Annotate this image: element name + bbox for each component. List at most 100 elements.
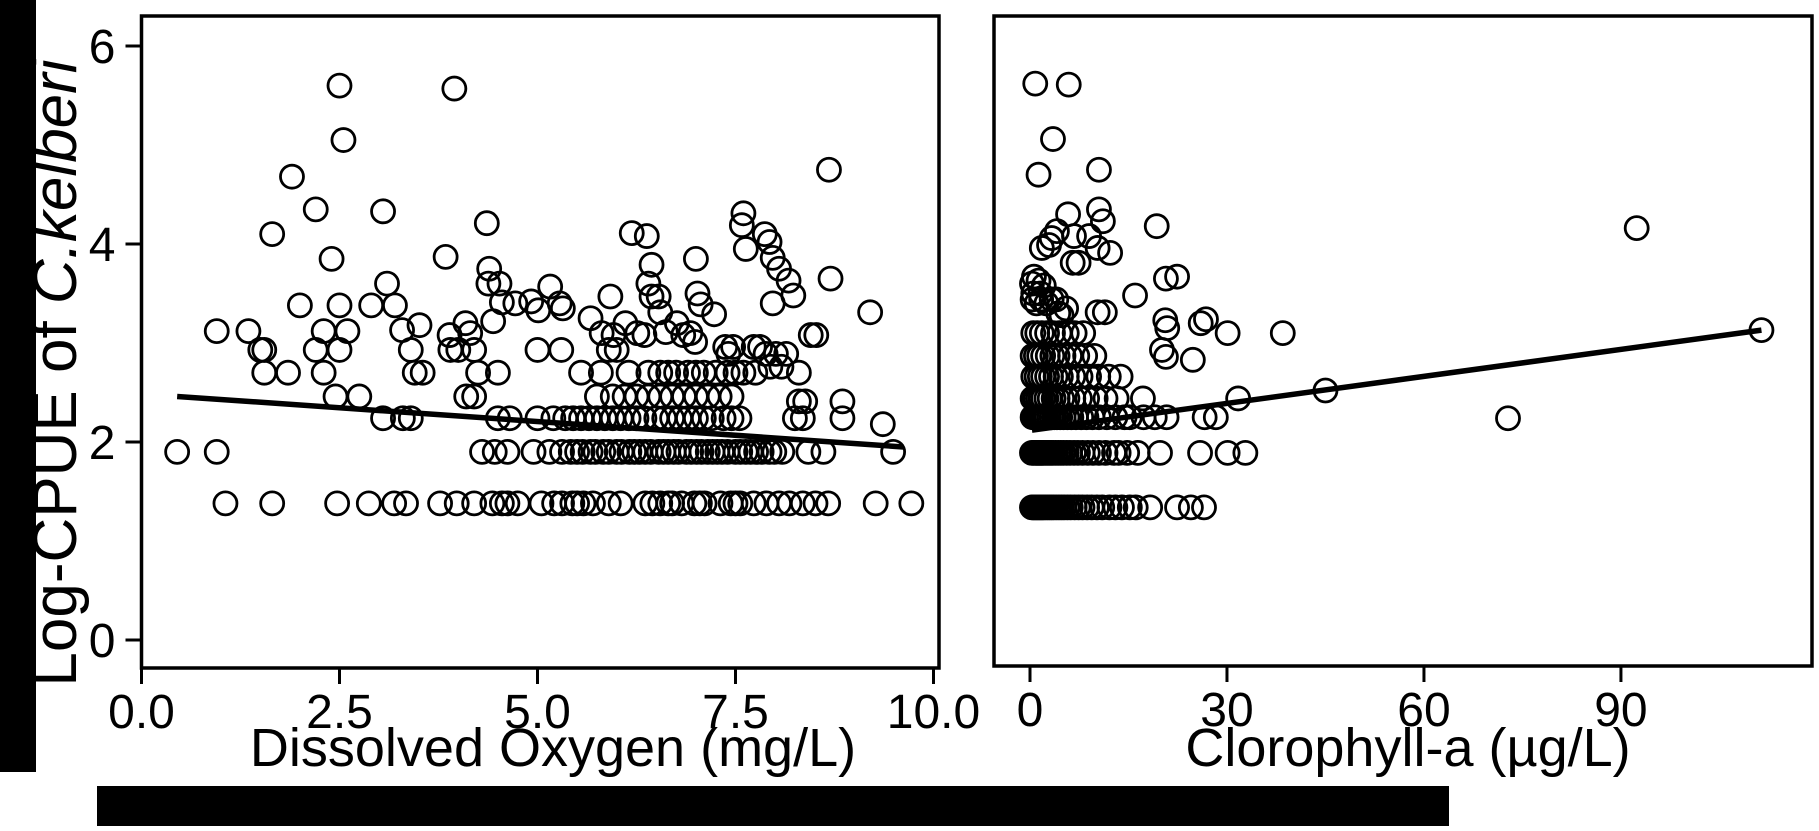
- data-point: [635, 270, 662, 297]
- x-tick-label: 0.0: [108, 686, 175, 739]
- data-point: [792, 388, 819, 415]
- data-point: [762, 340, 789, 367]
- data-point: [898, 490, 925, 517]
- data-point: [607, 490, 634, 517]
- data-point: [1025, 267, 1052, 294]
- data-point: [635, 359, 662, 386]
- data-point: [235, 318, 262, 345]
- data-point: [1022, 70, 1049, 97]
- data-point: [1116, 404, 1143, 431]
- data-point: [1070, 320, 1097, 347]
- data-point: [795, 438, 822, 465]
- data-point: [494, 490, 521, 517]
- data-point: [618, 220, 645, 247]
- regression-line: [176, 393, 904, 450]
- data-point: [1102, 494, 1129, 521]
- data-point: [1269, 320, 1296, 347]
- data-point: [1202, 404, 1229, 431]
- panel-dissolved-oxygen: 0.0 2.5 5.0 7.5 10.0 0 2 4 6: [89, 14, 980, 739]
- data-point: [1097, 240, 1124, 266]
- x-tick-label: 7.5: [702, 686, 769, 739]
- data-point: [1086, 196, 1112, 223]
- panel-chlorophyll: 0 30 60 90: [992, 14, 1814, 737]
- data-point: [780, 282, 807, 309]
- data-point: [461, 337, 488, 363]
- y-tick-label: 4: [89, 219, 116, 272]
- data-point: [728, 212, 755, 239]
- x-tick-label: 2.5: [306, 686, 373, 739]
- data-point: [397, 405, 424, 432]
- data-point: [647, 359, 674, 386]
- data-point: [785, 388, 812, 415]
- data-point: [756, 229, 783, 255]
- data-point: [409, 359, 436, 386]
- data-point: [857, 299, 884, 326]
- data-point: [212, 490, 239, 517]
- data-point: [259, 221, 286, 248]
- data-point: [1137, 494, 1164, 521]
- data-point: [1214, 320, 1241, 347]
- data-point: [707, 490, 734, 517]
- data-point: [803, 322, 830, 348]
- data-point: [557, 438, 584, 465]
- data-point: [880, 438, 907, 465]
- data-point: [318, 245, 345, 272]
- data-point: [595, 490, 622, 517]
- data-point: [251, 337, 278, 363]
- data-point: [776, 490, 803, 517]
- data-point: [740, 490, 767, 517]
- data-point: [1080, 439, 1106, 466]
- data-point: [638, 251, 665, 278]
- data-point: [389, 405, 416, 432]
- data-point: [1191, 404, 1218, 431]
- data-point: [324, 490, 351, 517]
- data-point: [389, 317, 415, 344]
- data-point: [1081, 342, 1108, 369]
- y-tick-label: 0: [89, 615, 116, 668]
- data-point: [702, 359, 729, 386]
- data-point: [687, 291, 714, 318]
- data-point: [677, 320, 704, 347]
- data-point: [549, 295, 576, 322]
- data-point: [1122, 282, 1148, 309]
- data-point: [1055, 71, 1082, 98]
- data-point: [568, 359, 594, 386]
- panel-border: [139, 14, 941, 670]
- data-point: [334, 318, 361, 345]
- data-point: [730, 200, 757, 227]
- data-point: [688, 438, 715, 465]
- data-point: [548, 337, 575, 363]
- data-point: [445, 337, 472, 363]
- bottom-black-bar: [97, 786, 1449, 826]
- data-point: [1748, 317, 1775, 344]
- data-point: [475, 270, 502, 297]
- data-point: [683, 245, 709, 272]
- x-tick-label: 5.0: [504, 686, 571, 739]
- data-point: [502, 290, 529, 317]
- data-point: [355, 490, 382, 517]
- data-point: [1061, 320, 1088, 347]
- data-point: [203, 438, 230, 465]
- data-point: [730, 359, 757, 386]
- data-point: [638, 283, 665, 310]
- data-point: [461, 490, 488, 517]
- data-point: [528, 490, 555, 517]
- data-point: [479, 490, 506, 517]
- data-point: [326, 72, 353, 99]
- data-point: [1065, 249, 1092, 276]
- data-point: [701, 301, 728, 328]
- data-point: [816, 156, 842, 183]
- data-point: [633, 223, 660, 249]
- y-tick-label: 2: [89, 417, 116, 470]
- data-point: [1084, 299, 1111, 326]
- data-point: [1141, 404, 1168, 431]
- data-point: [1059, 249, 1086, 276]
- data-point: [1040, 126, 1066, 152]
- data-point: [727, 490, 754, 517]
- data-point: [203, 318, 230, 345]
- data-point: [829, 405, 856, 432]
- data-point: [1109, 494, 1135, 521]
- data-point: [406, 312, 433, 339]
- data-point: [326, 292, 353, 319]
